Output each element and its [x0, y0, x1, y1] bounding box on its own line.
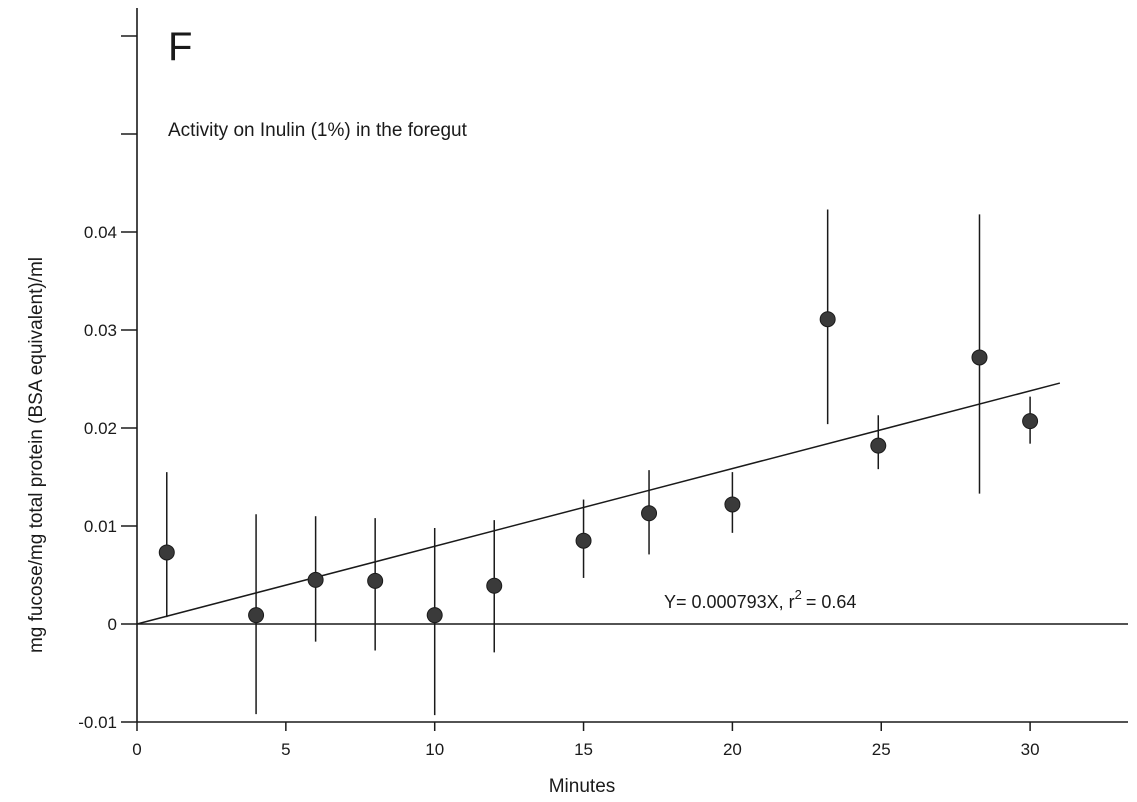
data-point: [307, 571, 324, 588]
y-tick-label: 0.03: [84, 321, 117, 340]
x-tick-label: 10: [425, 740, 444, 759]
x-tick-label: 20: [723, 740, 742, 759]
y-tick-label: -0.01: [78, 713, 117, 732]
data-point: [1022, 413, 1039, 430]
x-axis-label: Minutes: [549, 776, 616, 797]
x-tick-label: 25: [872, 740, 891, 759]
regression-line: [136, 382, 1061, 625]
data-point: [486, 577, 503, 594]
fit-equation: Y= 0.000793X, r2 = 0.64: [664, 587, 856, 612]
panel-letter: F: [168, 25, 192, 69]
data-point: [724, 496, 741, 513]
data-point: [641, 505, 658, 522]
y-axis-ticks: -0.01 0 0.01 0.02 0.03 0.04: [78, 35, 137, 732]
data-point: [158, 544, 175, 561]
x-tick-label: 0: [132, 740, 141, 759]
data-point: [367, 572, 384, 589]
data-point: [426, 607, 443, 624]
x-axis-ticks: 0 5 10 15 20 25 30: [132, 722, 1040, 759]
y-tick-label: 0.02: [84, 419, 117, 438]
data-point: [819, 311, 836, 328]
y-tick-label: 0.04: [84, 223, 117, 242]
x-tick-label: 30: [1021, 740, 1040, 759]
fit-equation-exponent: 2: [795, 587, 802, 602]
data-points: [158, 209, 1039, 716]
y-axis-label: mg fucose/mg total protein (BSA equivale…: [26, 257, 47, 653]
axes: [136, 8, 1128, 723]
data-point: [971, 349, 988, 366]
x-tick-label: 15: [574, 740, 593, 759]
fit-equation-suffix: = 0.64: [806, 592, 857, 612]
chart-title: Activity on Inulin (1%) in the foregut: [168, 120, 468, 141]
data-point: [575, 532, 592, 549]
data-point: [248, 607, 265, 624]
y-tick-label: 0: [108, 615, 117, 634]
regression-line-group: [136, 382, 1061, 625]
fit-equation-prefix: Y= 0.000793X, r: [664, 592, 795, 612]
x-tick-label: 5: [281, 740, 290, 759]
y-tick-label: 0.01: [84, 517, 117, 536]
data-point: [870, 437, 887, 454]
